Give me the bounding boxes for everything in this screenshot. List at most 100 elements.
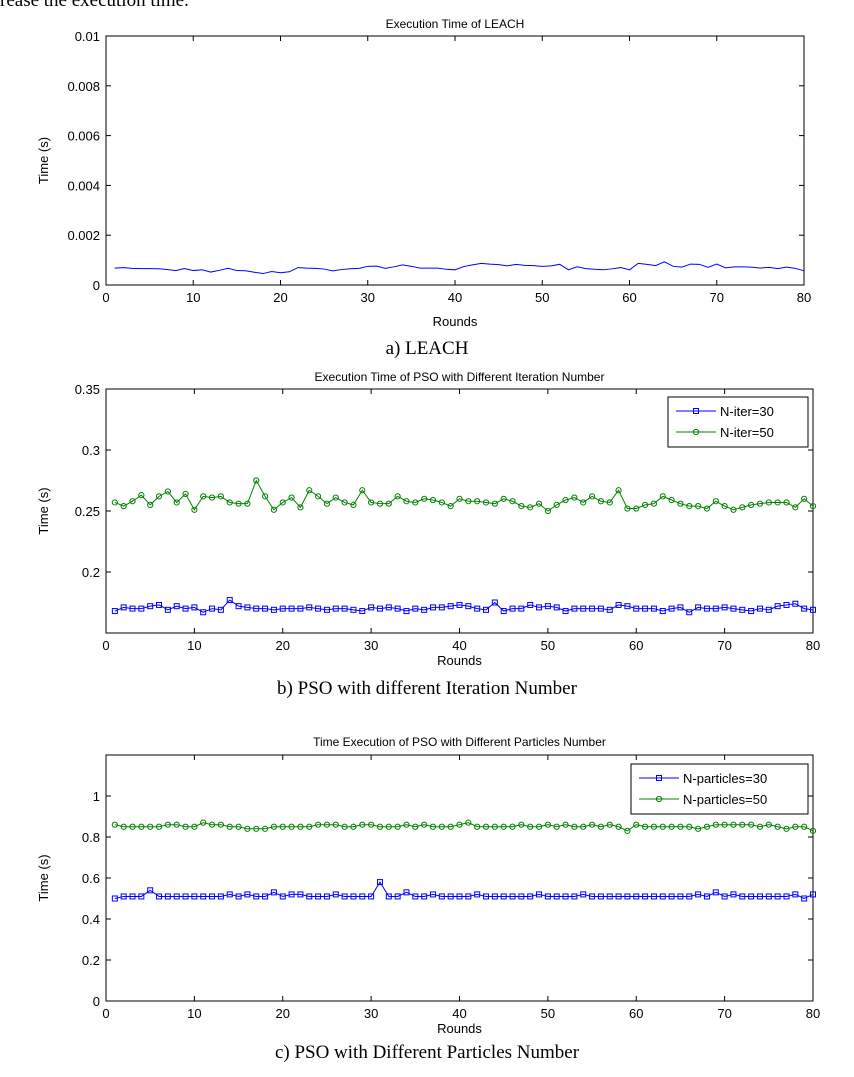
chart-legend: N-iter=30 N-iter=50 bbox=[667, 396, 809, 448]
data-point-square bbox=[703, 605, 710, 612]
legend-marker-circle bbox=[655, 795, 663, 803]
x-tick-label: 10 bbox=[187, 1006, 201, 1021]
data-point-circle bbox=[783, 825, 790, 832]
data-point-circle bbox=[748, 501, 755, 508]
data-point-circle bbox=[279, 823, 286, 830]
data-point-circle bbox=[350, 501, 357, 508]
data-point-square bbox=[624, 603, 631, 610]
data-point-circle bbox=[482, 499, 490, 506]
data-point-square bbox=[456, 893, 463, 900]
data-point-circle bbox=[323, 821, 331, 828]
data-point-circle bbox=[403, 821, 410, 828]
data-point-circle bbox=[792, 823, 799, 830]
data-point-square bbox=[739, 893, 746, 900]
data-point-circle bbox=[686, 823, 693, 830]
data-point-square bbox=[774, 603, 781, 610]
data-point-circle bbox=[447, 823, 454, 830]
data-point-square bbox=[730, 891, 737, 898]
data-point-circle bbox=[270, 506, 278, 513]
y-tick-label: 0.002 bbox=[67, 228, 100, 243]
data-point-square bbox=[138, 893, 145, 900]
data-point-square bbox=[783, 893, 790, 900]
data-point-square bbox=[500, 893, 507, 900]
legend-box bbox=[667, 396, 809, 448]
data-point-square bbox=[323, 893, 330, 900]
data-point-square bbox=[332, 605, 339, 612]
data-point-square bbox=[173, 893, 180, 900]
data-point-circle bbox=[129, 498, 136, 505]
data-point-circle bbox=[403, 498, 410, 505]
x-tick-label: 50 bbox=[541, 638, 555, 653]
data-point-square bbox=[138, 605, 145, 612]
data-point-square bbox=[438, 604, 445, 611]
data-point-square bbox=[571, 605, 578, 612]
data-point-circle bbox=[226, 823, 233, 830]
data-point-square bbox=[695, 604, 702, 611]
data-point-square bbox=[483, 606, 490, 613]
data-point-circle bbox=[173, 821, 180, 828]
data-point-square bbox=[191, 604, 198, 611]
data-point-circle bbox=[801, 495, 808, 502]
series-line-1 bbox=[114, 261, 805, 275]
data-point-circle bbox=[270, 823, 278, 830]
data-point-square bbox=[544, 893, 551, 900]
data-point-square bbox=[491, 599, 498, 606]
data-point-square bbox=[721, 893, 728, 900]
data-point-square bbox=[111, 608, 118, 615]
legend-label-2: N-particles=50 bbox=[683, 792, 767, 807]
y-tick-label: 0.6 bbox=[82, 871, 100, 886]
data-point-circle bbox=[297, 504, 304, 511]
data-point-circle bbox=[217, 493, 224, 500]
data-point-circle bbox=[783, 499, 790, 506]
data-point-square bbox=[173, 603, 180, 610]
data-point-square bbox=[703, 893, 710, 900]
data-point-square bbox=[597, 605, 604, 612]
data-point-circle bbox=[615, 823, 622, 830]
y-tick-label: 0.8 bbox=[82, 830, 100, 845]
data-point-circle bbox=[756, 823, 764, 830]
data-point-circle bbox=[509, 498, 516, 505]
data-point-circle bbox=[580, 823, 587, 830]
data-point-circle bbox=[491, 500, 498, 507]
data-point-circle bbox=[191, 823, 198, 830]
data-point-square bbox=[191, 893, 198, 900]
data-point-square bbox=[686, 893, 693, 900]
data-point-circle bbox=[182, 823, 189, 830]
chart-panel-3: Time Execution of PSO with Different Par… bbox=[36, 735, 820, 1063]
data-point-circle bbox=[544, 507, 551, 515]
data-point-square bbox=[474, 891, 481, 898]
data-point-circle bbox=[447, 503, 454, 510]
data-point-square bbox=[677, 893, 684, 900]
chart-panel-2: Execution Time of PSO with Different Ite… bbox=[36, 370, 820, 699]
data-point-circle bbox=[615, 487, 622, 494]
data-point-square bbox=[721, 604, 728, 611]
data-point-square bbox=[147, 887, 154, 894]
data-point-square bbox=[783, 601, 790, 608]
data-point-circle bbox=[465, 498, 472, 505]
data-point-circle bbox=[306, 487, 313, 494]
data-point-circle bbox=[315, 493, 322, 500]
data-point-circle bbox=[606, 821, 613, 828]
x-tick-label: 60 bbox=[629, 638, 643, 653]
legend-marker-square bbox=[656, 775, 662, 781]
data-point-square bbox=[633, 605, 640, 612]
data-point-circle bbox=[571, 494, 578, 501]
data-point-circle bbox=[527, 504, 534, 511]
data-point-circle bbox=[120, 503, 127, 510]
y-axis-label: Time (s) bbox=[36, 854, 51, 901]
chart-legend: N-particles=30 N-particles=50 bbox=[630, 763, 809, 815]
data-point-circle bbox=[677, 500, 684, 507]
data-point-square bbox=[810, 606, 816, 613]
data-point-square bbox=[182, 605, 189, 612]
data-point-square bbox=[341, 893, 348, 900]
data-point-square bbox=[650, 605, 657, 612]
data-point-square bbox=[226, 891, 233, 898]
data-point-square bbox=[615, 893, 622, 900]
y-tick-label: 0.006 bbox=[67, 129, 100, 144]
x-tick-label: 30 bbox=[364, 1006, 378, 1021]
data-point-circle bbox=[429, 496, 437, 504]
data-point-circle bbox=[774, 823, 781, 830]
data-point-square bbox=[315, 605, 322, 612]
x-tick-label: 0 bbox=[102, 290, 109, 305]
y-tick-label: 0.3 bbox=[82, 443, 100, 458]
